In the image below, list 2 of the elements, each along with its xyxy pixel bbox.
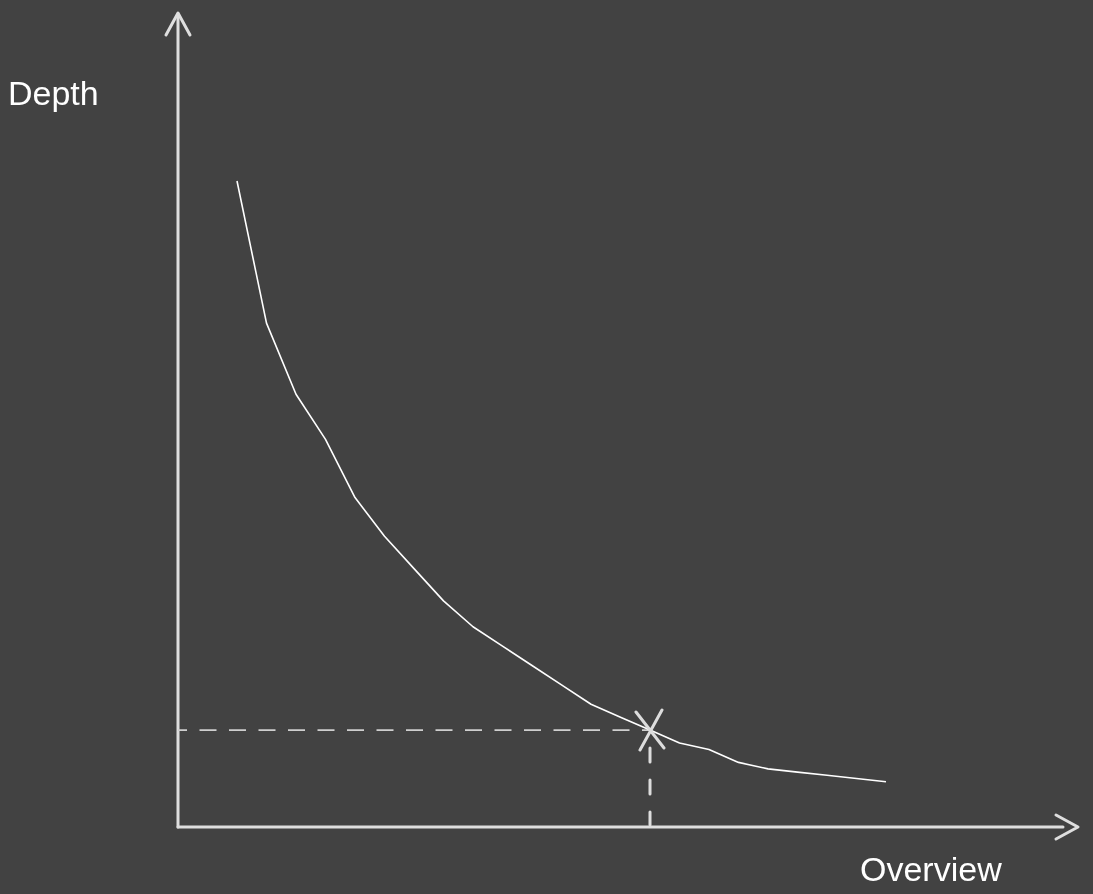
x-axis-title: Overview: [860, 850, 1002, 889]
y-axis-title: Depth: [8, 74, 99, 113]
